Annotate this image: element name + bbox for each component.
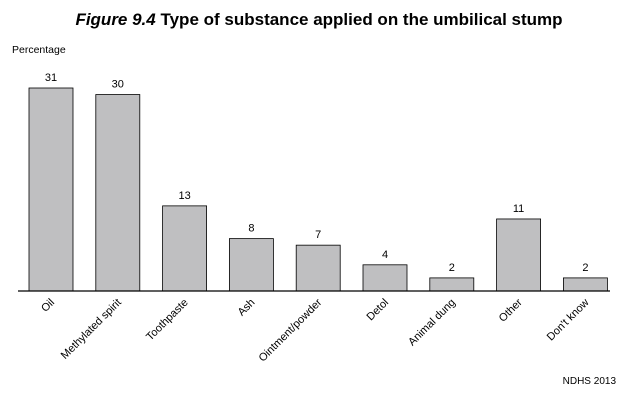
y-axis-label: Percentage bbox=[12, 44, 66, 56]
category-label-3: Ash bbox=[236, 297, 258, 319]
bar-8 bbox=[563, 277, 608, 292]
data-label-5: 4 bbox=[382, 249, 388, 261]
data-label-6: 2 bbox=[449, 262, 455, 274]
bar-2 bbox=[162, 205, 208, 292]
bar-3 bbox=[228, 238, 274, 292]
data-label-0: 31 bbox=[45, 72, 57, 84]
bar-7 bbox=[496, 218, 542, 292]
data-label-3: 8 bbox=[248, 223, 254, 235]
category-label-2: Toothpaste bbox=[144, 297, 191, 344]
category-label-4: Ointment/powder bbox=[257, 296, 325, 364]
category-label-0: Oil bbox=[39, 297, 57, 315]
data-label-4: 7 bbox=[315, 229, 321, 241]
bar-6 bbox=[429, 277, 475, 292]
bar-5 bbox=[362, 264, 408, 292]
bar-4 bbox=[295, 244, 341, 292]
chart-title: Figure 9.4 Type of substance applied on … bbox=[0, 10, 638, 30]
category-label-6: Animal dung bbox=[406, 297, 458, 349]
source-note: NDHS 2013 bbox=[562, 376, 616, 387]
bar-1 bbox=[95, 94, 141, 292]
data-label-1: 30 bbox=[112, 79, 124, 91]
figure-number: Figure 9.4 bbox=[75, 10, 156, 29]
data-label-2: 13 bbox=[178, 190, 190, 202]
category-label-1: Methylated spirit bbox=[59, 297, 124, 362]
category-label-8: Don't know bbox=[545, 297, 592, 344]
data-label-8: 2 bbox=[582, 262, 588, 274]
title-text: Type of substance applied on the umbilic… bbox=[160, 10, 563, 29]
category-label-7: Other bbox=[497, 296, 525, 324]
data-label-7: 11 bbox=[513, 203, 524, 215]
bar-0 bbox=[28, 87, 74, 292]
category-label-5: Detol bbox=[364, 297, 391, 324]
